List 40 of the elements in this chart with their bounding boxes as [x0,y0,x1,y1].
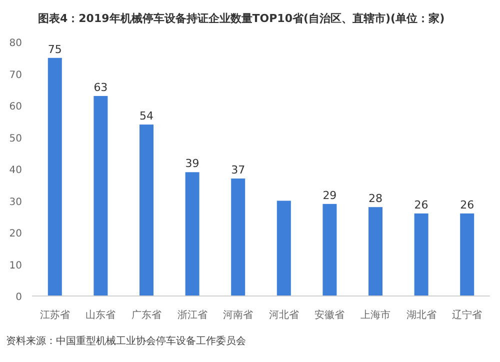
data-label: 75 [48,42,62,56]
y-tick-label: 50 [9,133,22,144]
x-tick-label: 江苏省 [40,309,70,321]
x-tick-label: 广东省 [132,309,162,321]
x-tick-label: 湖北省 [406,309,436,321]
x-tick-label: 河北省 [268,309,299,321]
x-tick-label: 浙江省 [177,309,208,321]
bar [185,172,200,296]
data-label: 26 [460,198,474,212]
data-label: 37 [231,164,246,177]
x-tick-label: 上海市 [360,309,390,321]
bar [414,213,428,296]
data-label: 63 [94,80,108,94]
y-tick-label: 40 [9,165,22,176]
bar [322,204,337,296]
bar [460,213,474,296]
y-tick-label: 70 [9,70,22,81]
x-tick-label: 山东省 [86,309,116,321]
data-label: 54 [140,110,154,123]
data-label: 28 [368,192,382,206]
y-tick-label: 80 [9,38,22,49]
bar [368,207,382,296]
bar [94,96,108,296]
bar [48,58,62,296]
bar [276,200,291,296]
y-tick-label: 10 [9,260,22,272]
x-tick-label: 河南省 [223,309,254,321]
y-tick-label: 0 [16,292,22,303]
x-tick-label: 安徽省 [314,309,345,321]
text: 资料来源：中国重型机械工业协会停车设备工作委员会 [6,335,246,347]
y-tick-label: 20 [9,228,22,240]
chart-title: 图表4：2019年机械停车设备持证企业数量TOP10省(自治区、直辖市)(单位：家) [38,12,445,25]
y-tick-label: 60 [9,102,22,112]
y-tick-label: 30 [9,196,22,208]
bar [231,178,246,296]
data-label: 39 [185,157,200,170]
bar [140,124,154,296]
data-label: 26 [414,198,428,212]
x-tick-label: 辽宁省 [452,309,482,321]
data-label: 29 [322,188,337,202]
